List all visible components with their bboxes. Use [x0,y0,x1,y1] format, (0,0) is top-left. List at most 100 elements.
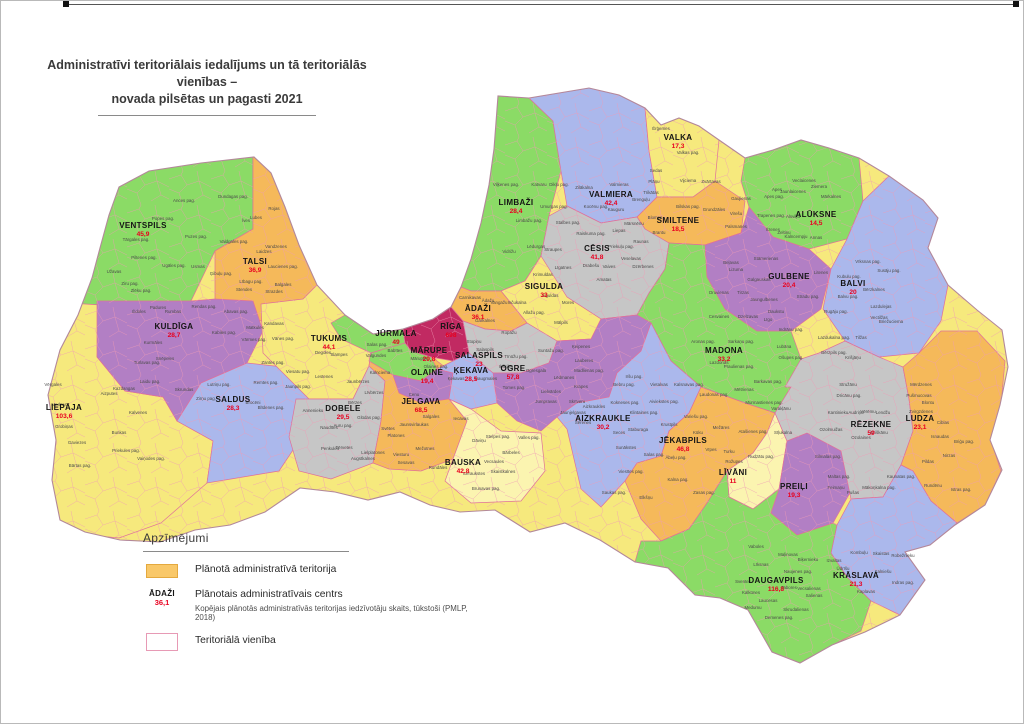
population-label-krāslava: 21,3 [850,581,863,588]
pagasts-label: Blīdenes pag. [258,405,285,410]
pagasts-label: Ūdrīšu [837,566,850,571]
pagasts-label: Vidrižu [502,249,516,254]
pagasts-label: Apes [772,187,783,192]
pagasts-label: Stružānu [839,382,857,387]
pagasts-label: Susāju pag. [877,268,900,273]
pagasts-label: Kalncempju [785,234,808,239]
pagasts-label: Ģibuļu pag. [210,271,232,276]
pagasts-label: Vijciema [680,178,697,183]
pagasts-label: Līvbērzes [364,390,384,395]
pagasts-label: Vietalvas [650,382,669,387]
pagasts-label: Vandzenes [265,244,287,249]
population-label-ventspils: 45,9 [137,231,150,238]
legend-heading: Apzīmējumi [143,531,209,545]
pagasts-label: Feimaņu [827,485,845,490]
center-label-rīga: RĪGA [440,322,461,331]
pagasts-label: Indras pag. [892,580,914,585]
pagasts-label: Demenes pag. [765,615,794,620]
pagasts-label: Maļinovas [778,552,799,557]
pagasts-label: Salas pag. [644,452,665,457]
pagasts-label: Medzes [51,402,67,407]
pagasts-label: Abavas pag. [224,309,248,314]
pagasts-label: Brenguļu [632,197,650,202]
pagasts-label: Zlēku pag. [131,288,152,293]
pagasts-label: Jaunlaicenes [780,189,806,194]
population-label-bauska: 42,8 [457,468,470,475]
pagasts-label: Allažu pag. [523,310,545,315]
pagasts-label: Ēdoles [132,309,146,314]
pagasts-label: Katvaru [531,182,547,187]
pagasts-label: Lielvārdes [541,389,562,394]
pagasts-label: Stendes [236,287,253,292]
pagasts-label: Mētrienas [734,387,754,392]
pagasts-label: Aronas pag. [691,339,715,344]
pagasts-label: Alsviķu [786,214,800,219]
center-label-talsi: TALSI [243,257,267,266]
pagasts-label: Penkules [321,446,340,451]
center-label-liepāja: LIEPĀJA [46,403,82,412]
pagasts-label: Ciblas [937,420,950,425]
pagasts-label: Ziru pag. [121,281,138,286]
pagasts-label: Ļaudonas pag. [699,392,728,397]
pagasts-label: Ceraukstes [463,471,486,476]
corner-mark-right [1013,1,1019,7]
pagasts-label: Mālpils [554,320,568,325]
population-label-preiļi: 19,3 [788,492,801,499]
pagasts-label: Trapenes pag. [757,213,785,218]
pagasts-label: Slampes [330,352,348,357]
pagasts-label: Bērzes [348,400,362,405]
pagasts-label: Krapes [574,384,589,389]
population-label-olaine: 19,4 [421,378,434,385]
pagasts-label: Balvu pag. [838,294,859,299]
population-label-balvi: 20 [849,289,857,296]
legend-item-territory: Plānotā administratīvā teritorija [143,564,479,578]
pagasts-label: Iršu pag. [625,374,642,379]
population-label-cēsis: 41,8 [591,254,604,261]
pagasts-label: Praulienas pag. [724,364,755,369]
pagasts-label: Vērgales [44,382,62,387]
center-label-limbaži: LIMBAŽI [499,198,534,207]
legend-item-center: ĀDAŽI 36,1 Plānotais administratīvais ce… [143,589,479,622]
pagasts-label: Jaunbērzes [347,379,371,384]
center-label-rēzekne: RĒZEKNE [851,420,892,429]
center-label-ludza: LUDZA [906,414,935,423]
pagasts-label: Mežotnes [415,446,435,451]
pagasts-label: Naujenes pag. [784,569,812,574]
pagasts-label: Sventes [735,579,752,584]
pagasts-label: Tārgales pag. [123,237,150,242]
pagasts-label: Murmastienes pag. [745,400,782,405]
pagasts-label: Grundzāles [703,207,726,212]
pagasts-label: Lendžu [876,410,891,415]
pagasts-label: Variešu pag. [684,414,708,419]
center-label-jelgava: JELGAVA [401,397,440,406]
pagasts-label: Tabores [781,585,797,590]
pagasts-label: Zirņu pag. [196,396,216,401]
pagasts-label: Priekules pag. [112,448,140,453]
pagasts-label: Kalsnavas pag. [674,382,704,387]
pagasts-label: Skaistas [873,551,890,556]
pagasts-label: Rendas pag. [192,304,217,309]
center-label-balvi: BALVI [840,279,865,288]
pagasts-label: Kandavas [264,321,284,326]
pagasts-label: Naudītes [320,425,338,430]
pagasts-label: Ziemera [811,184,828,189]
pagasts-label: Valdgales pag. [220,239,249,244]
pagasts-label: Beļavas [723,260,739,265]
pagasts-label: Mārupes [410,356,428,361]
pagasts-label: Bērzpils pag. [821,350,846,355]
center-label-gulbene: GULBENE [768,272,810,281]
pagasts-label: Salaspils [476,347,494,352]
pagasts-label: Stopiņu [467,339,482,344]
pagasts-label: Valmieras [609,182,629,187]
pagasts-label: Apes pag. [764,194,784,199]
pagasts-label: Kurmāles [144,340,163,345]
pagasts-label: Valgundes [366,353,387,358]
pagasts-label: Amatas [597,277,613,282]
pagasts-label: Pildas [922,459,935,464]
legend-item-label: Plānotais administratīvais centrs [195,589,343,600]
pagasts-label: Kalnciema [370,370,391,375]
pagasts-label: Krišjāņu [845,355,861,360]
pagasts-label: Laucesas [759,598,779,603]
pagasts-label: Zvārtavas [701,179,721,184]
pagasts-label: Sedas [650,168,663,173]
